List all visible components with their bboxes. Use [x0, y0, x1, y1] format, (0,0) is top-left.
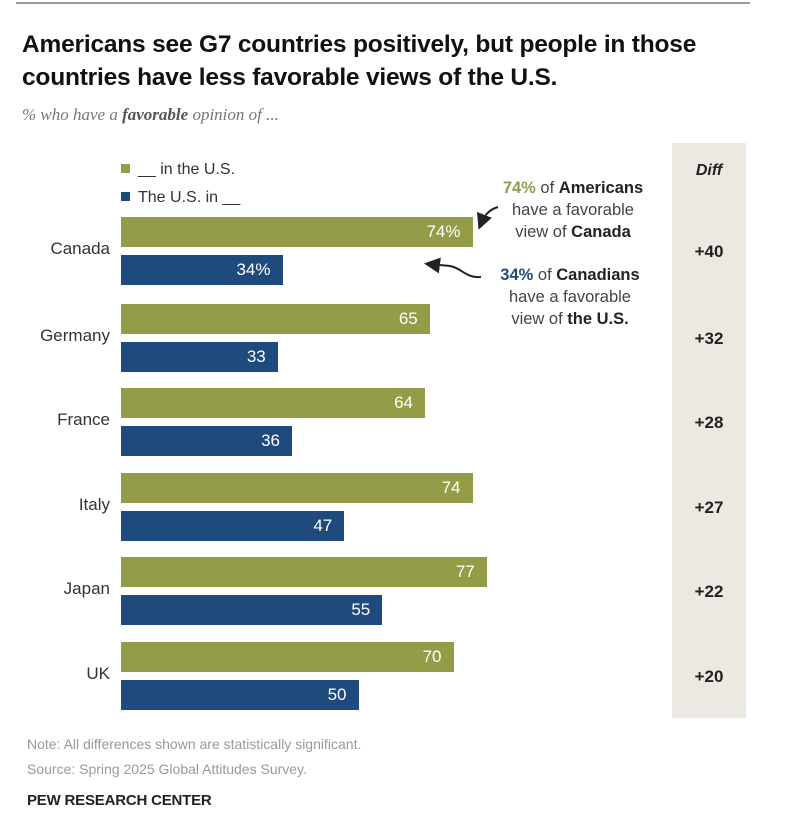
bar-value-label: 34% — [236, 260, 271, 279]
subtitle-suffix: opinion of ... — [188, 105, 279, 124]
bar-value-label: 77 — [455, 562, 475, 581]
chart-title: Americans see G7 countries positively, b… — [22, 31, 697, 91]
diff-column — [672, 143, 746, 718]
top-rule — [16, 2, 750, 4]
legend-item-us-in: The U.S. in __ — [121, 189, 240, 207]
subtitle-prefix: % who have a — [22, 105, 123, 124]
legend-label: The U.S. in __ — [138, 189, 241, 206]
bar-us-in: 55 — [121, 595, 383, 625]
bar-value-label: 47 — [313, 516, 333, 535]
bar-value-label: 36 — [261, 431, 280, 450]
brand-logo-text: PEW RESEARCH CENTER — [27, 792, 212, 809]
bar-in-us: 64 — [121, 388, 425, 418]
diff-value: +22 — [694, 582, 724, 601]
bar-value-label: 55 — [351, 600, 371, 619]
bar-value-label: 65 — [398, 309, 418, 328]
annotation-bold: the U.S. — [567, 310, 629, 328]
legend-swatch-green — [121, 164, 130, 173]
annotation-bold: Canada — [571, 223, 631, 241]
legend-swatch-blue — [121, 192, 130, 201]
category-label: UK — [86, 664, 110, 683]
bar-in-us: 77 — [121, 557, 487, 587]
annotation-bold: Canadians — [556, 266, 640, 284]
diff-value: +28 — [694, 413, 724, 432]
category-label: Italy — [78, 495, 110, 514]
arrow-to-blue-bar — [424, 257, 482, 279]
annotation-text: have a favorable — [508, 288, 631, 306]
bar-in-us: 74% — [121, 217, 473, 247]
bar-in-us: 74 — [121, 473, 473, 503]
bar-us-in: 47 — [121, 511, 345, 541]
bar-value-label: 74 — [441, 478, 461, 497]
legend-item-in-us: __ in the U.S. — [121, 161, 235, 179]
bar-value-label: 33 — [246, 347, 266, 366]
bar-value-label: 50 — [327, 685, 347, 704]
footer-source: Source: Spring 2025 Global Attitudes Sur… — [27, 761, 307, 777]
annotation-highlight: 74% — [502, 179, 536, 197]
annotation-text: of — [533, 266, 557, 284]
bar-us-in: 34% — [121, 255, 283, 285]
bar-us-in: 33 — [121, 342, 278, 372]
bar-us-in: 50 — [121, 680, 359, 710]
category-label: Canada — [50, 239, 110, 258]
subtitle-bold: favorable — [122, 105, 189, 124]
category-label: France — [57, 410, 110, 429]
diff-value: +40 — [694, 242, 724, 261]
annotation-americans: 74% of Americans have a favorable view o… — [478, 177, 668, 243]
annotation-text: view of — [515, 223, 572, 241]
annotation-canadians: 34% of Canadians have a favorable view o… — [480, 264, 660, 330]
diff-value: +20 — [694, 667, 724, 686]
annotation-text: of — [535, 179, 559, 197]
bar-value-label: 70 — [422, 647, 442, 666]
bar-in-us: 70 — [121, 642, 454, 672]
annotation-highlight: 34% — [500, 266, 534, 284]
bar-value-label: 64 — [394, 393, 413, 412]
bar-value-label: 74% — [426, 222, 461, 241]
category-label: Japan — [63, 579, 110, 598]
diff-header: Diff — [695, 162, 723, 179]
diff-value: +32 — [694, 329, 724, 348]
annotation-text: have a favorable — [511, 201, 634, 219]
chart-subtitle: % who have a favorable opinion of ... — [22, 105, 279, 125]
category-label: Germany — [40, 326, 110, 345]
diff-value: +27 — [694, 498, 724, 517]
bar-in-us: 65 — [121, 304, 430, 334]
bar-us-in: 36 — [121, 426, 292, 456]
annotation-text: view of — [511, 310, 568, 328]
annotation-bold: Americans — [558, 179, 644, 197]
footer-note: Note: All differences shown are statisti… — [27, 736, 362, 752]
legend-label: __ in the U.S. — [138, 161, 235, 178]
